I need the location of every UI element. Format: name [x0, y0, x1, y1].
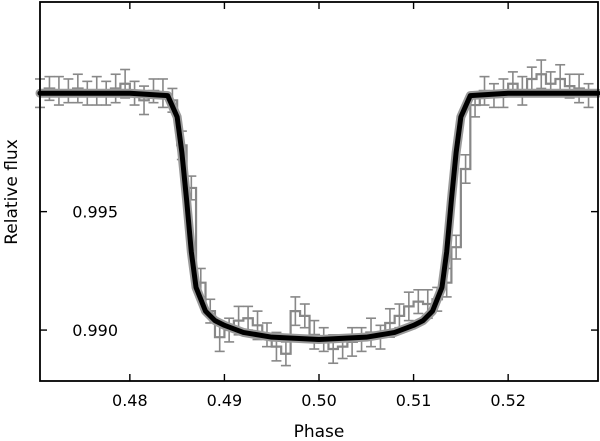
model-curve-halo — [35, 88, 600, 345]
error-bar — [299, 303, 310, 329]
ticks-layer: 0.48 0.49 0.50 0.51 0.52 0.995 0.990 — [40, 2, 598, 410]
binned-flux-step-line — [40, 73, 594, 355]
error-bar — [403, 291, 414, 322]
model-curve-line — [37, 90, 600, 343]
error-bar — [110, 73, 121, 104]
x-tick-label: 0.49 — [207, 391, 243, 410]
error-bar — [574, 73, 585, 104]
x-tick-label: 0.48 — [112, 391, 148, 410]
y-axis-label: Relative flux — [2, 139, 22, 245]
error-bar — [460, 153, 471, 185]
error-bar — [72, 73, 83, 104]
error-bar — [536, 59, 547, 90]
x-tick-label: 0.52 — [490, 391, 526, 410]
plot-frame — [39, 1, 599, 382]
error-bar — [451, 234, 462, 260]
x-tick-label: 0.51 — [396, 391, 432, 410]
x-tick-label: 0.50 — [301, 391, 337, 410]
error-bar — [413, 289, 424, 315]
y-tick-label: 0.990 — [72, 321, 118, 340]
error-bar — [290, 296, 301, 327]
data-layer — [35, 59, 600, 367]
y-tick-label: 0.995 — [72, 203, 118, 222]
x-axis-label: Phase — [294, 422, 345, 441]
